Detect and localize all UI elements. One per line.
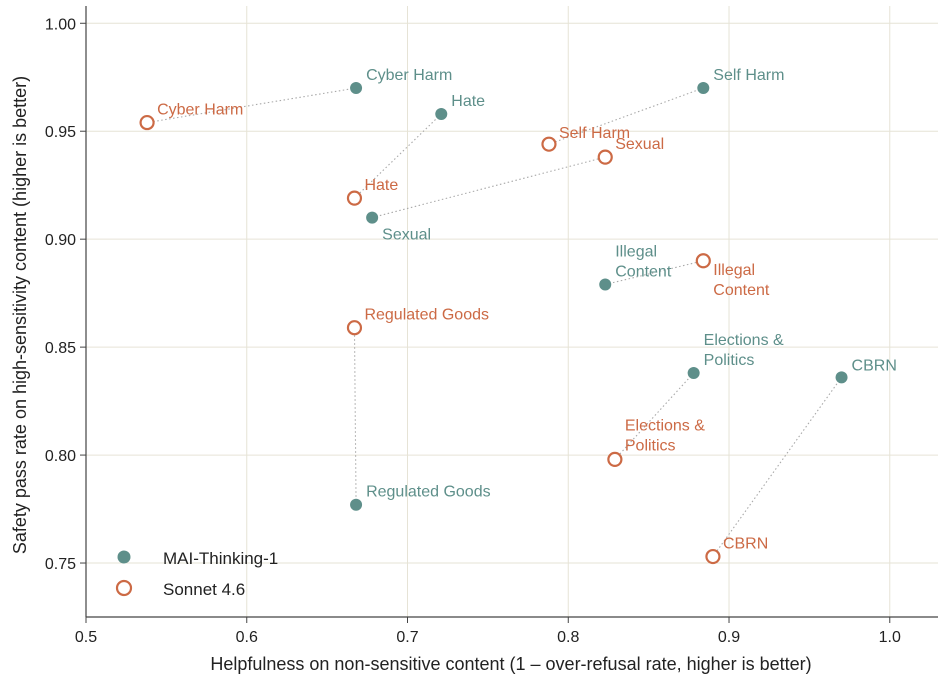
data-point-mai bbox=[697, 82, 710, 95]
x-tick-label: 1.0 bbox=[879, 629, 901, 646]
y-tick-label: 0.75 bbox=[45, 556, 76, 573]
y-tick-label: 0.95 bbox=[45, 124, 76, 141]
data-point-sonnet bbox=[346, 190, 363, 206]
x-tick-label: 0.8 bbox=[557, 629, 579, 646]
axis-layer: 0.5 0.6 0.7 0.8 0.9 1.0 0.75 0.80 0.85 0.90 0.95 1.… bbox=[45, 6, 938, 646]
data-point-mai bbox=[687, 367, 700, 380]
point-label-sonnet: Illegal Content bbox=[713, 262, 770, 299]
connector-line bbox=[605, 260, 704, 286]
y-tick-label: 1.00 bbox=[45, 16, 76, 33]
marker-layer bbox=[139, 82, 848, 565]
point-label-sonnet: CBRN bbox=[723, 536, 768, 553]
data-point-sonnet bbox=[705, 548, 721, 565]
x-tick-label: 0.7 bbox=[396, 629, 418, 646]
connector-line bbox=[614, 372, 695, 460]
point-label-mai: Hate bbox=[451, 93, 485, 110]
x-tick-label: 0.9 bbox=[718, 629, 740, 646]
grid-layer bbox=[85, 6, 938, 617]
y-tick-label: 0.85 bbox=[45, 340, 76, 357]
point-label-mai: Self Harm bbox=[713, 67, 784, 84]
legend-label-sonnet: Sonnet 4.6 bbox=[163, 580, 245, 599]
data-point-mai bbox=[350, 498, 363, 511]
point-label-sonnet: Self Harm bbox=[559, 125, 630, 142]
data-point-sonnet bbox=[139, 114, 155, 131]
y-tick-label: 0.90 bbox=[45, 232, 76, 249]
connector-layer bbox=[146, 87, 842, 557]
connector-line bbox=[548, 87, 704, 145]
data-point-mai bbox=[835, 371, 848, 384]
data-point-sonnet bbox=[597, 149, 613, 165]
legend: MAI-Thinking-1 Sonnet 4.6 bbox=[115, 549, 278, 599]
data-point-mai bbox=[366, 211, 379, 224]
point-label-sonnet: Regulated Goods bbox=[364, 307, 489, 324]
x-tick-label: 0.6 bbox=[236, 629, 258, 646]
data-point-sonnet bbox=[695, 253, 711, 269]
connector-line bbox=[372, 156, 606, 219]
data-point-sonnet bbox=[607, 451, 623, 467]
connector-line bbox=[146, 87, 357, 124]
data-point-sonnet bbox=[346, 320, 363, 336]
point-label-mai: Cyber Harm bbox=[366, 67, 452, 84]
legend-marker-sonnet bbox=[115, 579, 133, 597]
y-tick-label: 0.80 bbox=[45, 448, 76, 465]
point-label-sonnet: Hate bbox=[364, 177, 398, 194]
point-label-mai: CBRN bbox=[852, 357, 897, 374]
data-point-mai bbox=[435, 107, 448, 120]
point-label-mai: Sexual bbox=[382, 227, 431, 244]
y-axis-label: Safety pass rate on high-sensitivity con… bbox=[10, 76, 30, 554]
x-axis-label: Helpfulness on non-sensitive content (1 … bbox=[210, 654, 811, 674]
point-label-mai: Regulated Goods bbox=[366, 484, 491, 501]
data-point-sonnet bbox=[541, 136, 557, 152]
point-label-mai: Illegal Content bbox=[615, 244, 672, 281]
point-label-sonnet: Cyber Harm bbox=[157, 102, 243, 119]
point-label-sonnet: Sexual bbox=[615, 136, 664, 153]
x-tick-label: 0.5 bbox=[75, 629, 97, 646]
data-point-mai bbox=[350, 82, 363, 95]
connector-line bbox=[354, 113, 442, 199]
data-point-mai bbox=[599, 278, 612, 291]
legend-marker-mai bbox=[117, 550, 131, 564]
connector-line bbox=[712, 377, 842, 557]
legend-label-mai: MAI-Thinking-1 bbox=[163, 549, 278, 568]
point-label-mai: Elections & Politics bbox=[704, 332, 784, 369]
connector-line bbox=[353, 327, 357, 505]
point-label-sonnet: Elections & Politics bbox=[625, 417, 705, 454]
